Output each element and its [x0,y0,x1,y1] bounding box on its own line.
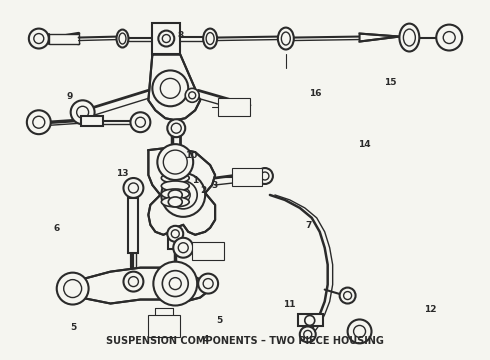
Circle shape [33,116,45,128]
Ellipse shape [161,173,189,183]
Circle shape [354,325,366,337]
Circle shape [198,274,218,293]
Ellipse shape [161,197,189,207]
Polygon shape [360,33,399,41]
Circle shape [436,24,462,50]
Polygon shape [49,33,78,44]
Text: 4: 4 [203,335,209,344]
Ellipse shape [278,28,294,50]
Circle shape [304,330,312,338]
Circle shape [162,271,188,297]
Text: 14: 14 [358,140,371,149]
Circle shape [178,243,188,253]
Circle shape [34,33,44,44]
Ellipse shape [161,189,189,199]
Bar [148,315,180,337]
Circle shape [300,327,316,342]
Text: 15: 15 [384,78,397,87]
Circle shape [347,319,371,343]
Circle shape [176,188,190,202]
Bar [232,168,262,186]
Circle shape [203,279,213,289]
Circle shape [160,78,180,98]
Circle shape [162,35,171,42]
Ellipse shape [206,32,214,45]
Circle shape [130,112,150,132]
Circle shape [128,276,138,287]
Text: 6: 6 [54,224,60,233]
Text: 12: 12 [424,305,437,314]
Bar [128,198,138,253]
Polygon shape [148,148,215,235]
Ellipse shape [203,28,217,49]
Circle shape [167,226,183,242]
Text: 13: 13 [116,169,128,178]
Circle shape [71,100,95,124]
Circle shape [161,173,205,217]
Bar [192,242,224,260]
Ellipse shape [161,165,189,175]
Circle shape [153,262,197,306]
Circle shape [29,28,49,49]
Bar [152,23,180,54]
Circle shape [257,168,273,184]
Polygon shape [81,268,210,303]
Circle shape [152,71,188,106]
Circle shape [76,106,89,118]
Circle shape [189,92,196,99]
Circle shape [173,238,193,258]
Circle shape [123,272,144,292]
Ellipse shape [161,157,189,167]
Text: 1: 1 [192,176,198,185]
Text: 8: 8 [177,31,184,40]
Bar [298,315,323,327]
Circle shape [305,315,315,325]
Circle shape [343,292,352,300]
Circle shape [163,150,187,174]
Text: 5: 5 [217,316,223,325]
Circle shape [261,172,269,180]
Bar [218,98,250,116]
Text: 11: 11 [283,300,295,309]
Circle shape [172,230,179,238]
Circle shape [172,123,181,133]
Bar [168,234,182,249]
Circle shape [157,144,193,180]
Polygon shape [148,54,200,120]
Ellipse shape [281,32,290,45]
Circle shape [169,181,197,209]
Text: 3: 3 [212,181,218,190]
Text: 2: 2 [200,185,207,194]
Ellipse shape [399,24,419,51]
Text: 16: 16 [310,89,322,98]
Ellipse shape [168,190,182,200]
Ellipse shape [168,197,182,207]
Circle shape [169,278,181,289]
Circle shape [167,119,185,137]
Text: 5: 5 [70,323,76,332]
Circle shape [128,183,138,193]
Bar [81,116,102,126]
Circle shape [64,280,82,298]
Text: 10: 10 [185,151,197,160]
Text: SUSPENSION COMPONENTS – TWO PIECE HOUSING: SUSPENSION COMPONENTS – TWO PIECE HOUSIN… [106,336,384,346]
Circle shape [27,110,51,134]
Circle shape [135,117,146,127]
Circle shape [185,88,199,102]
Ellipse shape [119,33,126,44]
Circle shape [340,288,356,303]
Ellipse shape [403,29,416,46]
Text: 9: 9 [66,92,73,101]
Circle shape [57,273,89,305]
Text: 7: 7 [305,221,312,230]
Circle shape [158,31,174,46]
Ellipse shape [117,30,128,48]
Ellipse shape [161,181,189,191]
Circle shape [123,178,144,198]
Circle shape [443,32,455,44]
